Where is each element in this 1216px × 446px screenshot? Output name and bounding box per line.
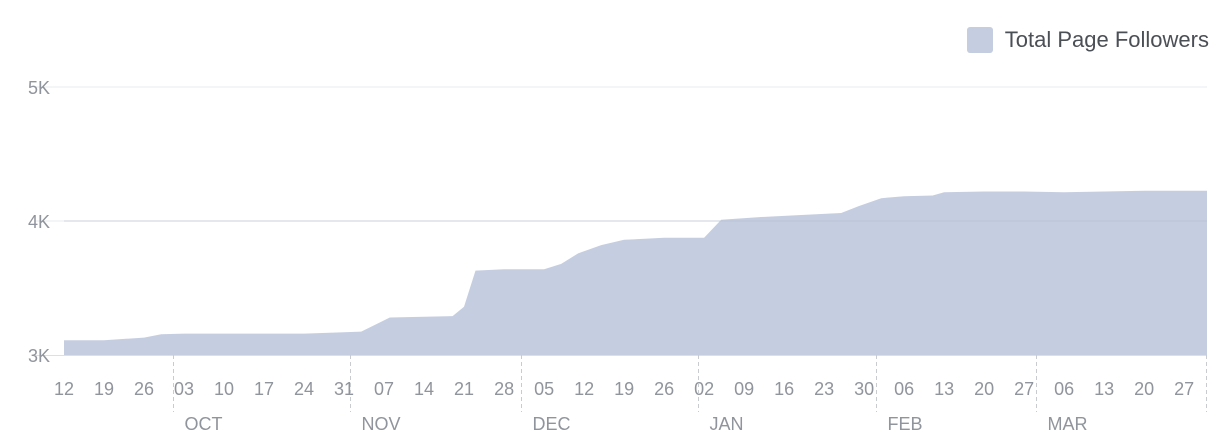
x-tick-label: 16	[774, 379, 794, 399]
x-tick-label: 26	[654, 379, 674, 399]
month-label-jan: JAN	[710, 414, 744, 434]
x-tick-label: 07	[374, 379, 394, 399]
x-tick-label: 19	[614, 379, 634, 399]
x-tick-label: 20	[974, 379, 994, 399]
x-tick-label: 31	[334, 379, 354, 399]
month-label-mar: MAR	[1048, 414, 1088, 434]
legend: Total Page Followers	[966, 26, 1209, 54]
legend-swatch	[966, 27, 993, 53]
x-tick-label: 13	[934, 379, 954, 399]
x-tick-label: 13	[1094, 379, 1114, 399]
x-tick-label: 02	[694, 379, 714, 399]
x-tick-label: 05	[534, 379, 554, 399]
legend-label: Total Page Followers	[1004, 27, 1209, 52]
x-tick-label: 27	[1014, 379, 1034, 399]
x-tick-label: 24	[294, 379, 314, 399]
x-tick-label: 19	[94, 379, 114, 399]
x-tick-label: 26	[134, 379, 154, 399]
month-label-dec: DEC	[533, 414, 571, 434]
x-tick-label: 17	[254, 379, 274, 399]
month-label-nov: NOV	[362, 414, 401, 434]
x-tick-label: 10	[214, 379, 234, 399]
y-tick-label-4k: 4K	[28, 212, 50, 232]
x-tick-label: 03	[174, 379, 194, 399]
x-tick-label: 12	[574, 379, 594, 399]
x-tick-label: 09	[734, 379, 754, 399]
x-tick-label: 12	[54, 379, 74, 399]
x-tick-label: 30	[854, 379, 874, 399]
month-label-feb: FEB	[888, 414, 923, 434]
x-tick-label: 21	[454, 379, 474, 399]
x-tick-label: 06	[894, 379, 914, 399]
x-tick-label: 23	[814, 379, 834, 399]
x-tick-label: 06	[1054, 379, 1074, 399]
y-tick-label-3k: 3K	[28, 346, 50, 366]
month-label-oct: OCT	[185, 414, 223, 434]
x-tick-label: 20	[1134, 379, 1154, 399]
x-tick-label: 14	[414, 379, 434, 399]
x-tick-label: 28	[494, 379, 514, 399]
y-tick-label-5k: 5K	[28, 78, 50, 98]
series-area-0	[64, 190, 1207, 355]
x-tick-label: 27	[1174, 379, 1194, 399]
